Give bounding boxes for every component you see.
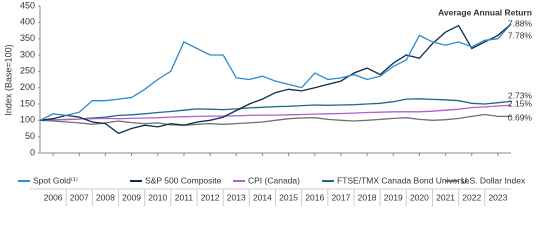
x-tick-label: 2018 xyxy=(358,192,377,202)
y-tick-label: 450 xyxy=(20,0,35,10)
x-tick-label: 2011 xyxy=(175,192,194,202)
x-tick-label: 2021 xyxy=(436,192,455,202)
return-label: 2.15% xyxy=(508,98,533,108)
return-label: 7.78% xyxy=(508,30,533,40)
y-tick-label: 250 xyxy=(20,66,35,76)
x-tick-label: 2009 xyxy=(122,192,141,202)
x-tick-label: 2014 xyxy=(253,192,272,202)
return-label: 7.88% xyxy=(508,18,533,28)
y-tick-label: 0 xyxy=(30,147,35,157)
y-tick-label: 200 xyxy=(20,82,35,92)
y-axis-label: Index (Base=100) xyxy=(3,44,13,115)
x-tick-label: 2023 xyxy=(488,192,507,202)
x-tick-label: 2010 xyxy=(148,192,167,202)
annotation: Average Annual Return xyxy=(438,7,532,17)
x-tick-label: 2007 xyxy=(70,192,89,202)
return-label: 0.69% xyxy=(508,112,533,122)
y-tick-label: 350 xyxy=(20,33,35,43)
x-tick-label: 2013 xyxy=(227,192,246,202)
x-tick-label: 2022 xyxy=(462,192,481,202)
series-line xyxy=(39,98,512,121)
x-tick-label: 2016 xyxy=(305,192,324,202)
x-tick-label: 2012 xyxy=(201,192,220,202)
legend-label: FTSE/TMX Canada Bond Universe xyxy=(337,175,470,185)
x-tick-label: 2019 xyxy=(384,192,403,202)
x-tick-label: 2015 xyxy=(279,192,298,202)
x-tick-label: 2020 xyxy=(410,192,429,202)
legend-label: Spot Gold⁽¹⁾ xyxy=(33,175,78,185)
x-tick-label: 2006 xyxy=(44,192,63,202)
return-label: 2.73% xyxy=(508,90,533,100)
x-tick-label: 2008 xyxy=(96,192,115,202)
series-line xyxy=(39,23,512,135)
y-tick-label: 100 xyxy=(20,115,35,125)
y-tick-label: 150 xyxy=(20,98,35,108)
x-tick-label: 2017 xyxy=(331,192,350,202)
series-line xyxy=(39,104,512,121)
legend-label: S&P 500 Composite xyxy=(145,175,222,185)
series-line xyxy=(39,23,512,121)
y-tick-label: 300 xyxy=(20,49,35,59)
y-tick-label: 400 xyxy=(20,17,35,27)
series-line xyxy=(39,113,511,126)
legend-label: U.S. Dollar Index xyxy=(461,175,526,185)
legend-label: CPI (Canada) xyxy=(248,175,300,185)
chart: Index (Base=100) Average Annual Return 0… xyxy=(3,0,533,206)
y-tick-label: 50 xyxy=(25,131,35,141)
